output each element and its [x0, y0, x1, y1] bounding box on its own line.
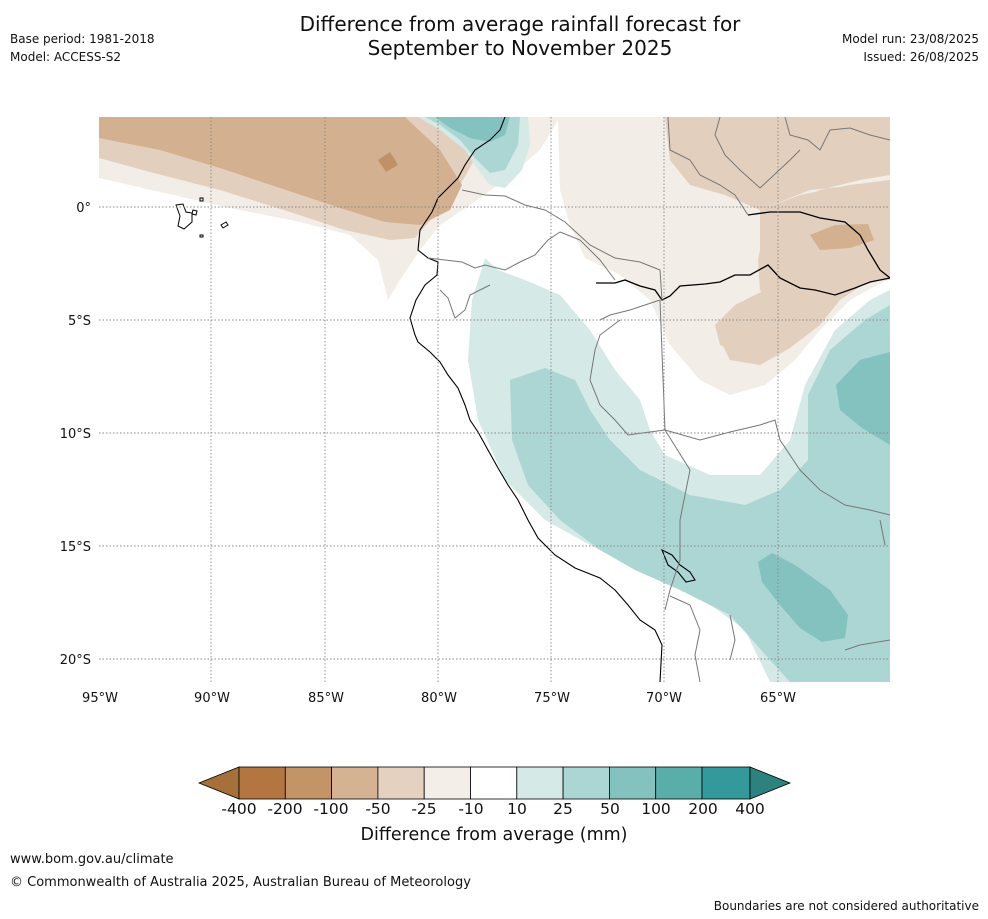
colorbar-swatch [516, 766, 564, 800]
lake-titicaca [660, 548, 696, 583]
lon-label: 95°W [82, 691, 118, 706]
country-borders [427, 117, 890, 682]
colorbar-swatch [470, 766, 518, 800]
meta-left: Base period: 1981-2018 Model: ACCESS-S2 [10, 30, 155, 66]
anomaly-teal-50-100-north [435, 117, 510, 142]
longitude-labels: 95°W 90°W 85°W 80°W 75°W 70°W 65°W [82, 691, 796, 706]
colorbar-tick: -400 [221, 800, 257, 818]
base-period-label: Base period: 1981-2018 [10, 32, 155, 46]
colorbar-tick: 10 [507, 800, 527, 818]
lat-label: 0° [76, 201, 91, 216]
lon-label: 80°W [421, 691, 457, 706]
footer-disclaimer: Boundaries are not considered authoritat… [713, 899, 979, 913]
colorbar-swatch [562, 766, 610, 800]
colorbar-tick: -10 [458, 800, 484, 818]
footer-url: www.bom.gov.au/climate [10, 852, 174, 867]
coastline [409, 117, 663, 682]
lon-label: 70°W [646, 691, 682, 706]
colorbar-swatch [238, 766, 286, 800]
colorbar-extend-high [749, 766, 792, 800]
lon-label: 90°W [194, 691, 230, 706]
map-area [99, 117, 890, 682]
colorbar-swatch [655, 766, 703, 800]
colorbar-swatch [701, 766, 751, 800]
anomaly-teal-50-100-south [758, 553, 848, 642]
colorbar-title: Difference from average (mm) [360, 825, 628, 845]
meta-right: Model run: 23/08/2025 Issued: 26/08/2025 [842, 30, 979, 66]
issued-label: Issued: 26/08/2025 [863, 50, 979, 64]
model-label: Model: ACCESS-S2 [10, 50, 122, 64]
title-line-1: Difference from average rainfall forecas… [299, 12, 741, 36]
colorbar-swatch [331, 766, 379, 800]
map-title: Difference from average rainfall forecas… [250, 12, 790, 60]
title-line-2: September to November 2025 [367, 36, 673, 60]
gridlines [99, 117, 890, 682]
galapagos-islands [175, 197, 229, 238]
anomaly-brown-100-200-nw [378, 152, 398, 172]
lon-label: 85°W [308, 691, 344, 706]
colorbar-tick: -50 [365, 800, 391, 818]
lon-label: 75°W [534, 691, 570, 706]
lat-label: 5°S [68, 314, 91, 329]
anomaly-teal-50-100-east [836, 352, 890, 445]
colorbar-swatch [284, 766, 332, 800]
lat-label: 10°S [60, 427, 91, 442]
colorbar-extend-low [197, 766, 240, 800]
model-run-label: Model run: 23/08/2025 [841, 32, 979, 46]
lat-label: 15°S [60, 540, 91, 555]
colorbar-tick: 200 [688, 800, 718, 818]
anomaly-brown-50-100-nw [99, 117, 462, 225]
colorbar-tick: 25 [553, 800, 573, 818]
colorbar-swatch [609, 766, 657, 800]
colorbar-tick: -100 [313, 800, 349, 818]
lat-label: 20°S [60, 653, 91, 668]
colorbar [197, 766, 792, 800]
colorbar-tick: 50 [600, 800, 620, 818]
amazon-river [596, 211, 890, 301]
lon-label: 65°W [760, 691, 796, 706]
footer-copyright: © Commonwealth of Australia 2025, Austra… [10, 875, 471, 890]
colorbar-tick: -25 [411, 800, 437, 818]
anomaly-brown-50-100-ne [810, 224, 874, 250]
colorbar-tick: 400 [735, 800, 765, 818]
colorbar-swatch [377, 766, 425, 800]
colorbar-tick: 100 [641, 800, 671, 818]
colorbar-tick: -200 [267, 800, 303, 818]
colorbar-swatch [423, 766, 471, 800]
latitude-labels: 0° 5°S 10°S 15°S 20°S [60, 201, 91, 668]
